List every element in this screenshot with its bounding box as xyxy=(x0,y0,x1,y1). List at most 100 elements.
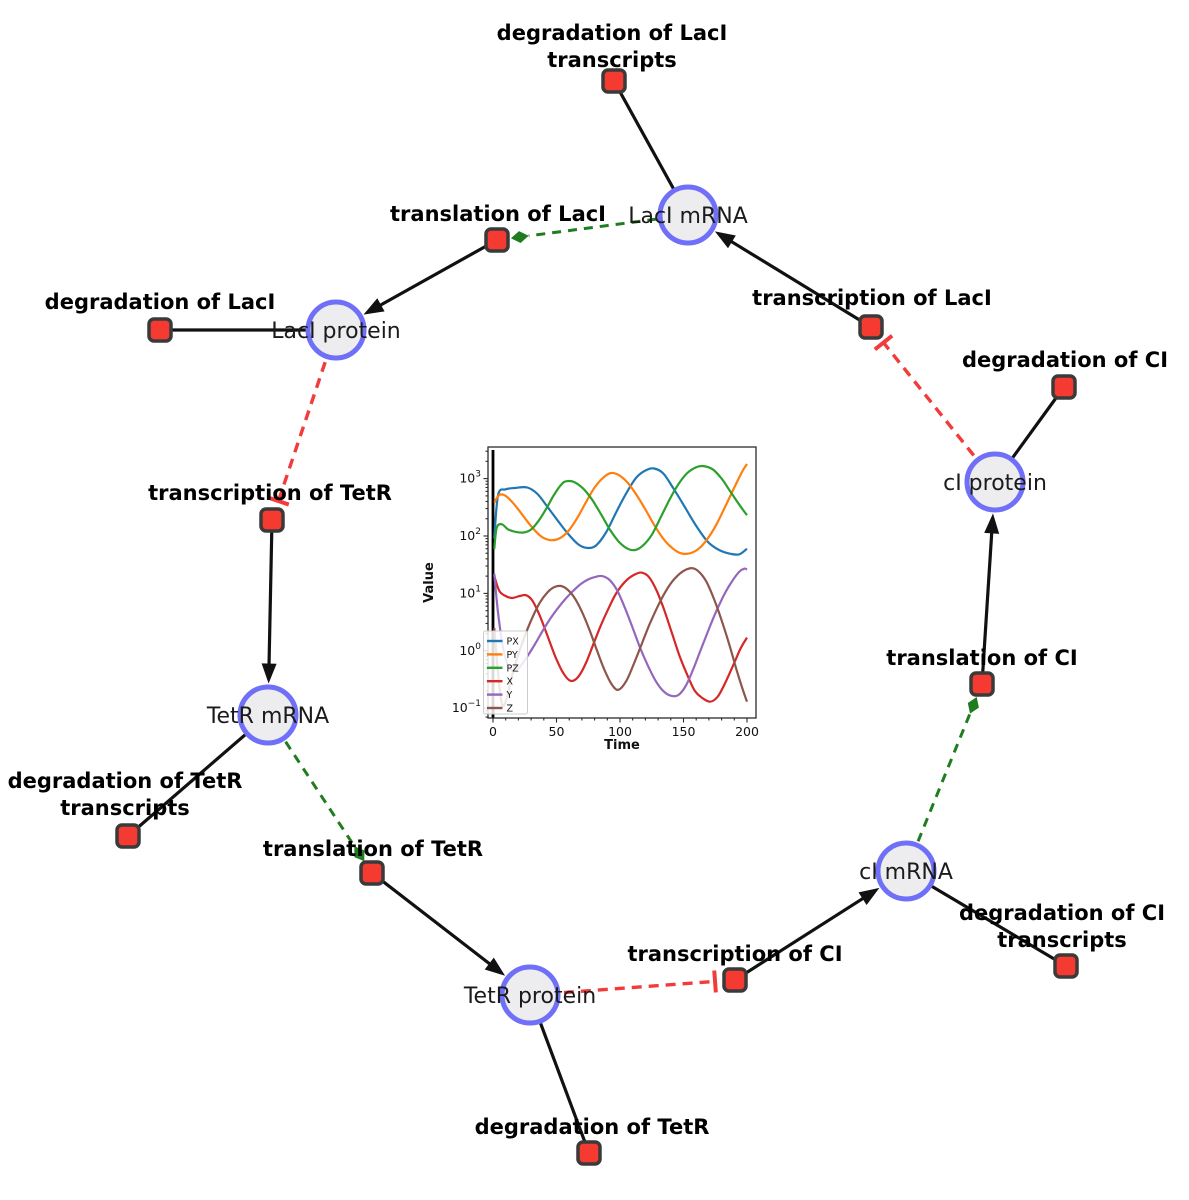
edge-laci-mrna-to-tln-laci xyxy=(528,213,689,238)
reaction-label-line: transcription of CI xyxy=(627,942,842,966)
edge-ci-mrna-to-tln-ci xyxy=(904,713,972,872)
legend-entry-PZ: PZ xyxy=(507,663,520,674)
stimulation-diamond-edge-tetr-mrna-to-tln-tetr xyxy=(354,846,365,862)
y-tick-label: 10−1 xyxy=(452,699,481,715)
inset-chart: 0 50 100 150 20010−1100101102103TimeValuePXP… xyxy=(422,446,759,753)
reaction-label-deg-tetr-tx: degradation of TetR transcripts xyxy=(8,769,243,820)
reaction-label-line: degradation of TetR xyxy=(8,769,243,793)
inhibition-tee-edge-tetr-protein-to-txn-ci xyxy=(712,970,718,993)
reaction-label-tln-laci: translation of LacI xyxy=(390,202,606,226)
x-tick-label: 50 xyxy=(549,724,565,739)
reaction-label-txn-laci: transcription of LacI xyxy=(752,286,992,310)
arrowhead-edge-tln-laci-to-laci-protein xyxy=(363,298,385,315)
arrowhead-edge-tln-tetr-to-tetr-protein xyxy=(484,957,506,976)
legend-entry-PX: PX xyxy=(507,637,520,648)
x-tick-label: 0 xyxy=(489,724,497,739)
legend-entry-X: X xyxy=(507,677,514,688)
legend-box: PX PY PZ XYZ xyxy=(483,630,528,715)
legend-entry-Z: Z xyxy=(507,704,514,715)
edge-laci-protein-to-txn-tetr xyxy=(276,329,338,502)
x-tick-label: 100 xyxy=(608,724,632,739)
species-node-ci-mrna[interactable] xyxy=(875,840,937,902)
reaction-label-line: translation of TetR xyxy=(263,837,483,861)
species-label-laci-mrna: LacI mRNA xyxy=(628,204,748,229)
species-node-ci-protein[interactable] xyxy=(964,451,1026,513)
reaction-node-tln-laci[interactable] xyxy=(484,227,510,253)
reaction-label-tln-tetr: translation of TetR xyxy=(263,837,483,861)
reaction-label-line: transcription of TetR xyxy=(148,481,392,505)
reaction-node-deg-laci-tx[interactable] xyxy=(601,68,627,94)
reaction-label-tln-ci: translation of CI xyxy=(886,646,1077,670)
reaction-node-tln-tetr[interactable] xyxy=(359,860,385,886)
species-label-ci-protein: cI protein xyxy=(943,471,1047,496)
reaction-node-deg-tetr[interactable] xyxy=(576,1140,602,1166)
series-line-X xyxy=(493,571,748,703)
reaction-label-line: transcripts xyxy=(60,796,190,820)
y-tick-label: 100 xyxy=(459,642,481,658)
reaction-node-deg-ci-tx[interactable] xyxy=(1053,953,1079,979)
x-tick-label: 150 xyxy=(672,724,696,739)
edge-tetr-mrna-to-tln-tetr xyxy=(266,714,356,848)
species-label-tetr-mrna: TetR mRNA xyxy=(206,704,329,729)
reaction-label-deg-laci: degradation of LacI xyxy=(45,290,276,314)
reaction-label-line: transcripts xyxy=(547,48,677,72)
reaction-label-line: degradation of CI xyxy=(959,901,1165,925)
edge-tln-laci-to-laci-protein xyxy=(377,238,498,308)
y-tick-label: 103 xyxy=(459,470,481,486)
labels-layer: degradation of LacI transcripts translatio… xyxy=(8,21,1168,1139)
y-tick-label: 102 xyxy=(459,527,481,543)
nodes-layer xyxy=(115,68,1079,1166)
arrowhead-edge-tln-ci-to-ci-protein xyxy=(984,513,1000,534)
species-label-tetr-protein: TetR protein xyxy=(463,984,596,1009)
reaction-label-line: degradation of TetR xyxy=(475,1115,710,1139)
y-tick-label: 101 xyxy=(459,584,481,600)
reaction-node-deg-ci[interactable] xyxy=(1051,374,1077,400)
reaction-label-txn-tetr: transcription of TetR xyxy=(148,481,392,505)
reaction-label-line: degradation of LacI xyxy=(497,21,728,45)
legend-entry-Y: Y xyxy=(506,690,513,701)
edge-ci-mrna-to-deg-ci-tx xyxy=(905,869,1067,968)
legend-entry-PY: PY xyxy=(507,650,519,661)
stimulation-diamond-edge-ci-mrna-to-tln-ci xyxy=(967,697,979,714)
species-label-ci-mrna: cI mRNA xyxy=(859,860,953,885)
reaction-label-deg-ci: degradation of CI xyxy=(962,348,1168,372)
species-label-laci-protein: LacI protein xyxy=(271,319,401,344)
species-node-tetr-mrna[interactable] xyxy=(237,684,299,746)
reaction-node-deg-laci[interactable] xyxy=(147,317,173,343)
edge-txn-tetr-to-tetr-mrna xyxy=(267,519,274,667)
x-axis-label: Time xyxy=(604,738,640,753)
arrowhead-edge-txn-laci-to-laci-mrna xyxy=(714,231,736,249)
plot-frame xyxy=(487,446,757,719)
legend-frame xyxy=(483,630,528,715)
reaction-label-line: translation of CI xyxy=(886,646,1077,670)
edge-tetr-mrna-to-deg-tetr-tx xyxy=(126,713,270,838)
edge-tln-tetr-to-tetr-protein xyxy=(371,871,493,967)
reaction-label-line: transcription of LacI xyxy=(752,286,992,310)
series-line-PX xyxy=(493,467,748,556)
species-node-tetr-protein[interactable] xyxy=(499,964,561,1026)
edge-tln-ci-to-ci-protein xyxy=(980,530,994,685)
y-axis-label: Value xyxy=(422,562,437,603)
species-node-laci-protein[interactable] xyxy=(305,299,367,361)
reaction-node-tln-ci[interactable] xyxy=(969,671,995,697)
reaction-node-txn-ci[interactable] xyxy=(722,967,748,993)
reaction-node-txn-tetr[interactable] xyxy=(259,507,285,533)
plot-background xyxy=(488,447,756,718)
reaction-label-deg-laci-tx: degradation of LacI transcripts xyxy=(497,21,728,72)
reaction-node-deg-tetr-tx[interactable] xyxy=(115,823,141,849)
reaction-label-line: translation of LacI xyxy=(390,202,606,226)
reaction-label-deg-ci-tx: degradation of CI transcripts xyxy=(959,901,1165,952)
species-node-laci-mrna[interactable] xyxy=(657,184,719,246)
arrowhead-edge-txn-ci-to-ci-mrna xyxy=(858,887,880,905)
reaction-label-deg-tetr: degradation of TetR xyxy=(475,1115,710,1139)
series-line-PZ xyxy=(493,464,748,552)
reaction-label-txn-ci: transcription of CI xyxy=(627,942,842,966)
arrowhead-edge-txn-tetr-to-tetr-mrna xyxy=(261,663,277,684)
reaction-label-line: transcripts xyxy=(997,928,1127,952)
edge-tetr-protein-to-txn-ci xyxy=(529,979,716,997)
reaction-node-txn-laci[interactable] xyxy=(858,314,884,340)
reaction-label-line: degradation of LacI xyxy=(45,290,276,314)
inhibition-tee-edge-ci-protein-to-txn-laci xyxy=(873,334,894,352)
